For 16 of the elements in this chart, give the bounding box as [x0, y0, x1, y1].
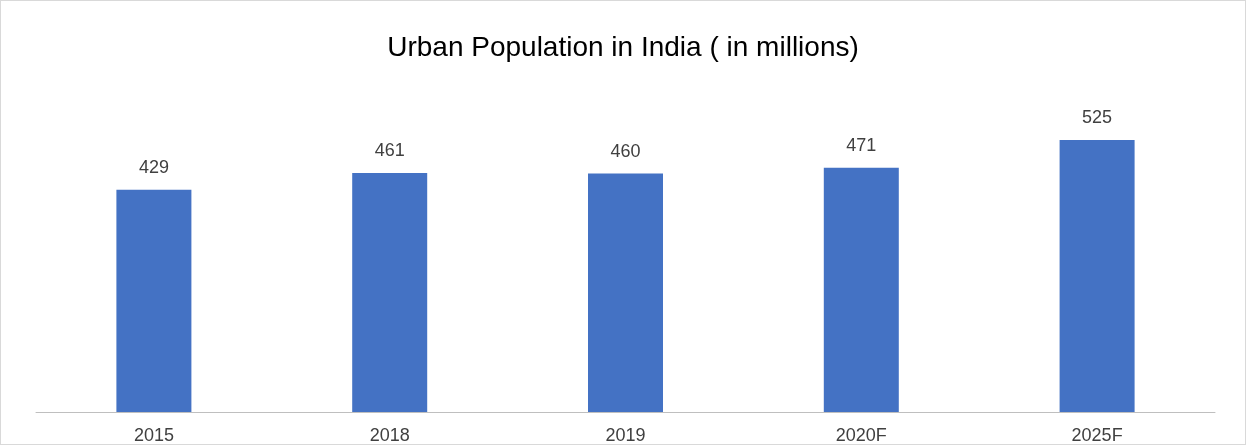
x-tick-label: 2019 — [605, 425, 646, 445]
data-label: 471 — [846, 134, 877, 155]
x-tick-label: 2020F — [835, 425, 887, 445]
data-label: 460 — [610, 140, 641, 161]
bar — [352, 173, 428, 412]
data-label: 461 — [374, 140, 405, 161]
bar — [588, 173, 663, 412]
bar — [1059, 139, 1135, 412]
bar — [823, 167, 899, 412]
x-tick-label: 2015 — [133, 425, 174, 445]
bar — [116, 189, 192, 412]
data-label: 429 — [138, 156, 169, 177]
chart-title: Urban Population in India ( in millions) — [387, 30, 859, 62]
x-tick-label: 2025F — [1071, 425, 1123, 445]
x-tick-label: 2018 — [369, 425, 410, 445]
data-label: 525 — [1082, 106, 1113, 127]
